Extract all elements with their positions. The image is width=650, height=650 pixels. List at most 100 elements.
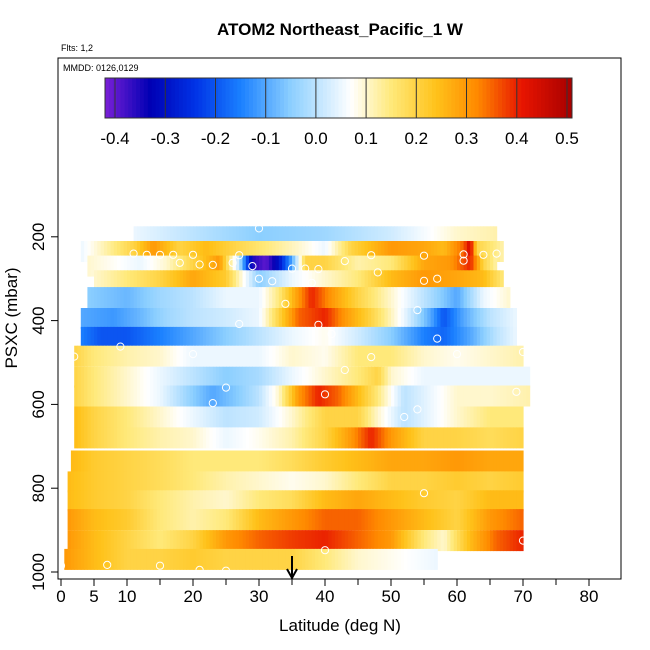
heatmap-cell [110,471,115,493]
heatmap-cell [219,427,224,449]
heatmap-cell [87,530,92,552]
heatmap-cell [249,490,253,512]
heatmap-cell [202,255,207,277]
heatmap-cell [470,509,475,531]
heatmap-cell [496,530,501,552]
heatmap-cell [321,255,326,277]
heatmap-cell [199,308,204,329]
heatmap-cell [440,241,445,262]
heatmap-cell [153,226,158,248]
heatmap-cell [87,490,92,512]
heatmap-cell [249,530,253,552]
heatmap-cell [275,226,280,248]
heatmap-cell [242,366,247,388]
colorbar-segment [529,78,534,118]
heatmap-cell [466,226,471,248]
heatmap-cell [103,427,108,449]
heatmap-cell [400,308,405,329]
colorbar-segment [416,78,421,118]
heatmap-cell [351,287,356,309]
heatmap-cell [381,366,385,388]
heatmap-cell [400,255,405,277]
heatmap-cell [103,406,108,428]
sample-point [492,249,501,258]
heatmap-cell [259,490,263,512]
heatmap-cell [189,270,194,292]
heatmap-cell [377,548,382,570]
heatmap-cell [384,366,389,388]
heatmap-cell [526,366,531,388]
heatmap-cell [183,509,187,531]
heatmap-cell [206,471,211,493]
heatmap-cell [499,509,504,531]
heatmap-cell [473,241,478,262]
heatmap-cell [265,226,270,248]
heatmap-cell [239,255,244,277]
heatmap-cell [94,406,98,428]
heatmap-cell [292,427,296,449]
heatmap-cell [232,287,237,309]
heatmap-cell [136,226,141,248]
sample-point [208,399,217,408]
heatmap-cell [103,530,108,552]
heatmap-cell [354,490,359,512]
heatmap-cell [470,471,475,493]
colorbar-tick-label: -0.3 [151,129,180,148]
heatmap-cell [387,326,392,348]
heatmap-cell [348,226,352,248]
heatmap-cell [377,427,382,449]
colorbar-segment [408,78,413,118]
heatmap-cell [361,385,366,407]
heatmap-cell [315,385,319,407]
heatmap-cell [351,270,356,292]
heatmap-cell [354,427,359,449]
heatmap-cell [338,406,343,428]
heatmap-cell [94,490,98,512]
heatmap-cell [226,509,230,531]
heatmap-cell [136,241,141,262]
heatmap-cell [222,226,227,248]
heatmap-cell [156,226,161,248]
heatmap-cell [249,509,253,531]
heatmap-cell [397,406,402,428]
heatmap-cell [70,509,75,531]
heatmap-cell [430,385,435,407]
heatmap-cell [176,427,181,449]
heatmap-cell [364,241,369,262]
heatmap-cell [305,471,310,493]
heatmap-cell [341,530,346,552]
heatmap-cell [391,241,395,262]
heatmap-cell [212,308,217,329]
heatmap-cell [186,548,191,570]
heatmap-cell [202,471,207,493]
heatmap-cell [358,427,362,449]
heatmap-cell [100,385,105,407]
heatmap-cell [235,226,240,248]
heatmap-cell [219,548,224,570]
heatmap-cell [235,366,240,388]
heatmap-cell [242,450,247,472]
heatmap-cell [480,287,484,309]
heatmap-cell [153,471,158,493]
heatmap-cell [371,548,376,570]
colorbar-tick-label: 0.1 [354,129,378,148]
heatmap-cell [100,366,105,388]
heatmap-cell [123,345,128,367]
sample-point [254,274,264,283]
heatmap-cell [437,255,442,277]
heatmap-cell [140,548,145,570]
heatmap-cell [282,241,286,262]
heatmap-cell [325,287,329,309]
heatmap-cell [216,450,220,472]
heatmap-cell [90,366,95,388]
heatmap-cell [483,471,488,493]
sample-point [367,251,376,260]
sample-point [479,250,488,259]
heatmap-cell [156,427,161,449]
heatmap-cell [466,366,471,388]
heatmap-cell [516,530,521,552]
heatmap-cell [259,406,263,428]
heatmap-cell [410,450,415,472]
heatmap-cell [397,326,402,348]
heatmap-cell [354,366,359,388]
